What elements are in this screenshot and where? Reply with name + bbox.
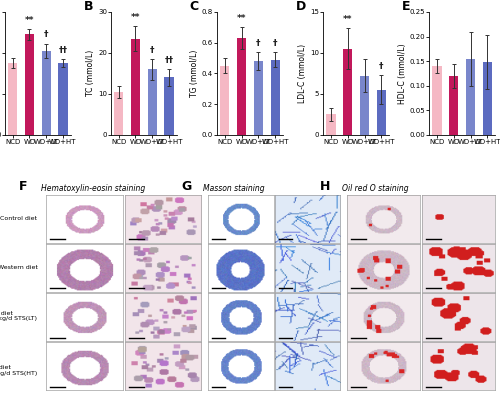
Text: B: B [84,0,93,13]
Bar [148,69,157,135]
Text: ††: †† [58,46,68,55]
Text: F: F [18,180,27,193]
Bar [326,114,336,135]
Text: H: H [320,180,330,193]
Bar [164,78,173,135]
Text: D: D [296,0,306,13]
Text: Western diet
+20mg/kg/d STS(HT): Western diet +20mg/kg/d STS(HT) [0,365,38,376]
Text: Oil red O staining: Oil red O staining [342,184,409,193]
Bar [449,76,458,135]
Text: ††: †† [164,56,173,65]
Text: †: † [379,62,384,71]
Text: Control diet: Control diet [0,216,38,221]
Bar [25,35,34,135]
Text: Masson staining: Masson staining [204,184,265,193]
Bar [8,63,17,135]
Bar [237,38,246,135]
Text: G: G [181,180,191,193]
Y-axis label: HDL-C (mmol/L): HDL-C (mmol/L) [398,43,407,104]
Bar [58,63,68,135]
Text: †: † [44,30,48,39]
Bar [220,66,230,135]
Text: E: E [402,0,410,13]
Bar [114,92,124,135]
Text: †: † [150,46,154,55]
Text: **: ** [24,16,34,25]
Bar [432,66,442,135]
Bar [343,49,352,135]
Text: †: † [256,39,260,48]
Bar [360,76,369,135]
Text: **: ** [237,14,246,23]
Bar [483,62,492,135]
Bar [42,51,51,135]
Text: †: † [273,39,278,48]
Y-axis label: TG (mmol/L): TG (mmol/L) [190,50,199,97]
Bar [254,61,263,135]
Text: C: C [190,0,199,13]
Y-axis label: TC (mmol/L): TC (mmol/L) [86,50,95,96]
Bar [466,59,475,135]
Text: **: ** [130,13,140,22]
Text: Hematoxylin-eosin staining: Hematoxylin-eosin staining [41,184,146,193]
Y-axis label: LDL-C (mmol/L): LDL-C (mmol/L) [298,44,308,103]
Text: **: ** [343,15,352,24]
Bar [270,60,280,135]
Text: Western diet: Western diet [0,265,38,270]
Text: Western diet
+10mg/kg/d STS(LT): Western diet +10mg/kg/d STS(LT) [0,310,38,322]
Bar [376,90,386,135]
Bar [131,39,140,135]
